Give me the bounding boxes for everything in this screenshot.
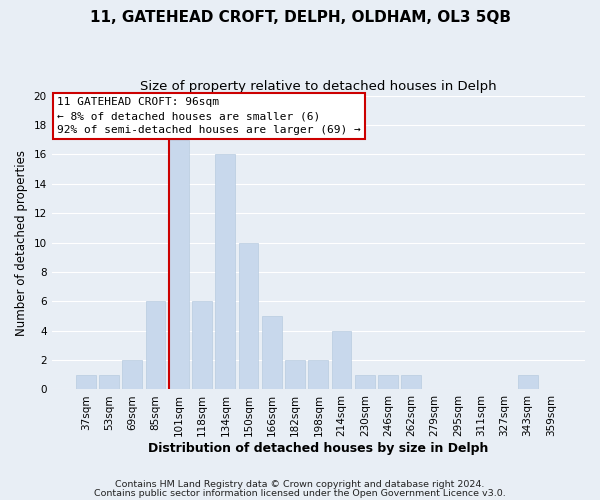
X-axis label: Distribution of detached houses by size in Delph: Distribution of detached houses by size … [148,442,488,455]
Bar [239,242,259,390]
Bar [169,140,188,390]
Bar [378,375,398,390]
Bar [99,375,119,390]
Bar [122,360,142,390]
Bar [262,316,282,390]
Title: Size of property relative to detached houses in Delph: Size of property relative to detached ho… [140,80,497,93]
Text: 11, GATEHEAD CROFT, DELPH, OLDHAM, OL3 5QB: 11, GATEHEAD CROFT, DELPH, OLDHAM, OL3 5… [89,10,511,25]
Bar [192,302,212,390]
Bar [355,375,375,390]
Bar [308,360,328,390]
Bar [76,375,95,390]
Bar [518,375,538,390]
Bar [401,375,421,390]
Y-axis label: Number of detached properties: Number of detached properties [15,150,28,336]
Bar [332,330,352,390]
Bar [285,360,305,390]
Bar [215,154,235,390]
Bar [146,302,166,390]
Text: Contains public sector information licensed under the Open Government Licence v3: Contains public sector information licen… [94,489,506,498]
Text: Contains HM Land Registry data © Crown copyright and database right 2024.: Contains HM Land Registry data © Crown c… [115,480,485,489]
Text: 11 GATEHEAD CROFT: 96sqm
← 8% of detached houses are smaller (6)
92% of semi-det: 11 GATEHEAD CROFT: 96sqm ← 8% of detache… [57,97,361,135]
